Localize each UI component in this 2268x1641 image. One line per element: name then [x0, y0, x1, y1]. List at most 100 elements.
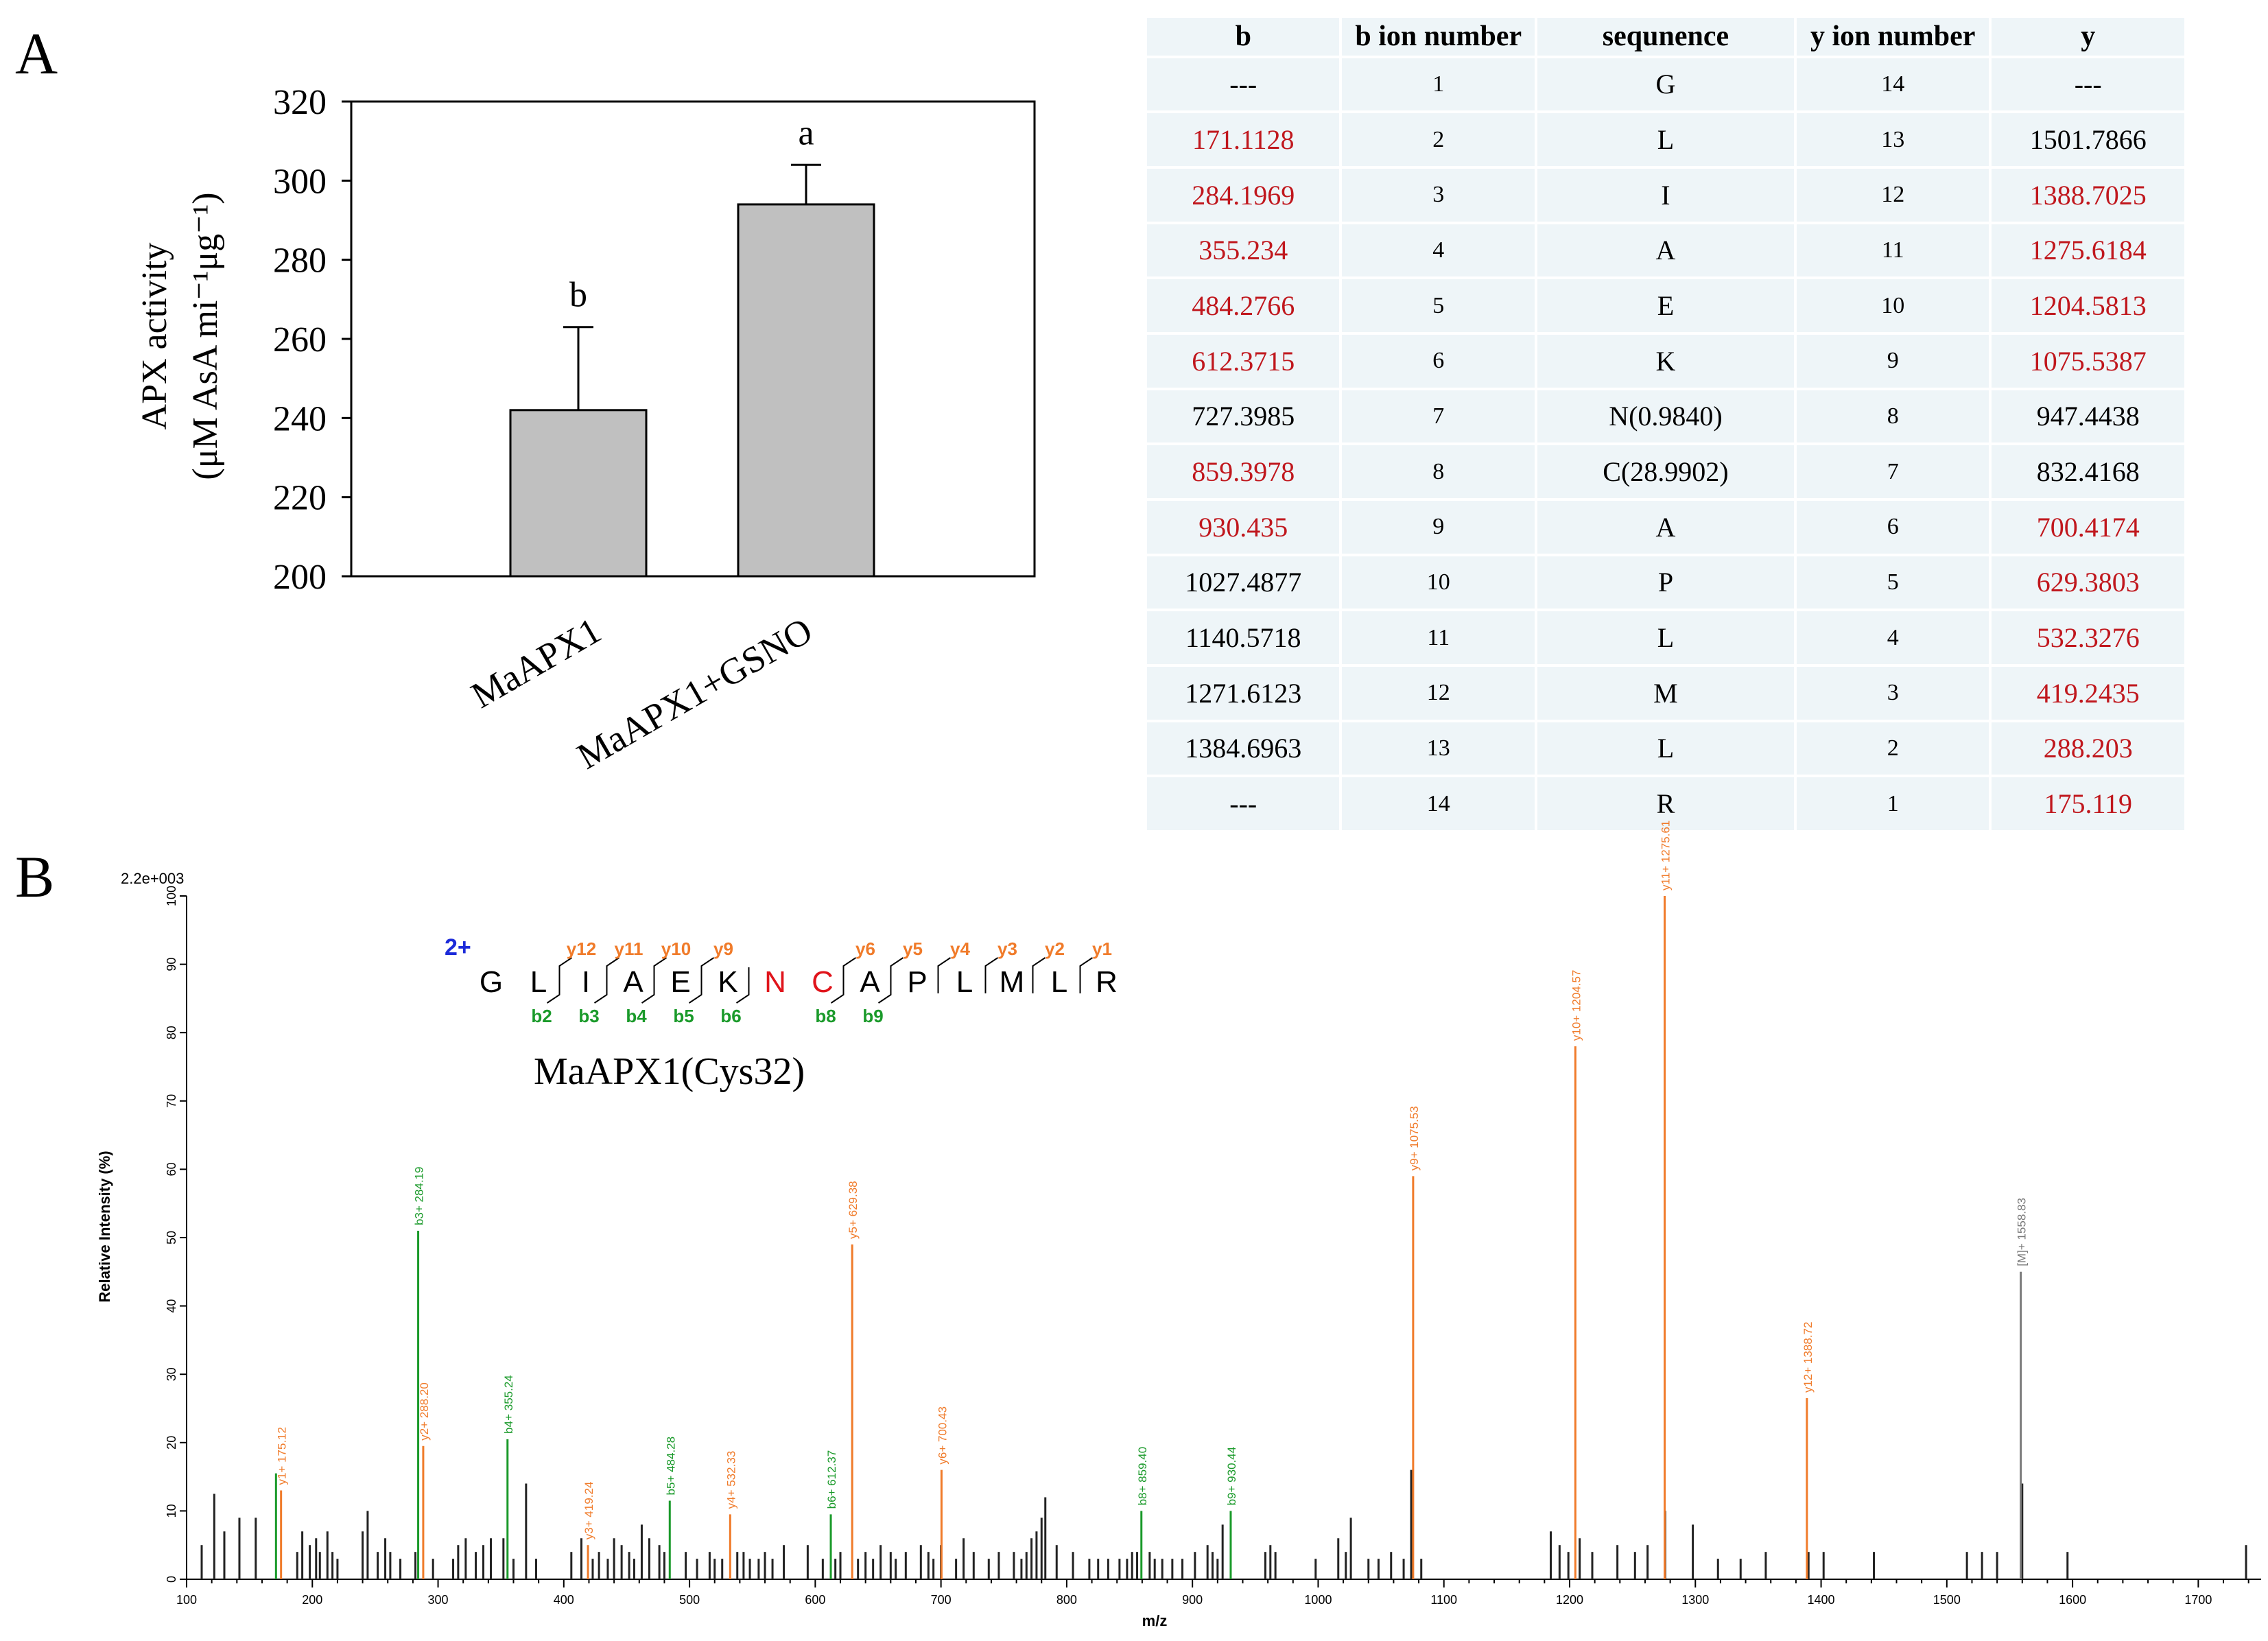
- cell-sequence: L: [1537, 722, 1794, 775]
- y-tick-label: 200: [273, 558, 327, 597]
- cell-y-ion-number: 6: [1796, 500, 1989, 554]
- b-ion-label: b3: [578, 1006, 599, 1026]
- peak-label: b6+ 612.37: [825, 1450, 838, 1509]
- y-tick-label: 90: [165, 958, 178, 971]
- peak-label: b4+ 355.24: [502, 1375, 515, 1434]
- x-tick-label: 600: [805, 1593, 825, 1607]
- cell-y: 629.3803: [1992, 556, 2184, 609]
- cell-y: 419.2435: [1992, 666, 2184, 720]
- y-tick-label: 240: [273, 399, 327, 438]
- cell-y-ion-number: 10: [1796, 279, 1989, 332]
- cell-b-ion-number: 13: [1342, 722, 1535, 775]
- cell-b: 484.2766: [1147, 279, 1340, 332]
- peak-label: y1+ 175.12: [276, 1427, 289, 1485]
- table-row: 1140.5718 11 L 4 532.3276: [1147, 611, 2184, 664]
- cell-y: ---: [1992, 58, 2184, 111]
- y-cleavage-bracket: [653, 957, 668, 993]
- significance-letter: b: [569, 276, 587, 315]
- cell-sequence: K: [1537, 334, 1794, 388]
- b-cleavage-bracket: [830, 967, 844, 1004]
- y-ion-label: y10: [661, 938, 691, 959]
- y-ion-label: y6: [855, 938, 875, 959]
- cell-sequence: M: [1537, 666, 1794, 720]
- x-tick-label: 1500: [1933, 1593, 1961, 1607]
- b-cleavage-bracket: [546, 967, 560, 1004]
- cell-b: 727.3985: [1147, 390, 1340, 443]
- panel-a-label: A: [15, 21, 58, 86]
- charge-state: 2+: [445, 934, 471, 960]
- significance-letter: a: [798, 113, 814, 152]
- peak-label: y12+ 1388.72: [1802, 1322, 1815, 1393]
- y-tick-label: 20: [165, 1436, 178, 1450]
- table-row: 859.3978 8 C(28.9902) 7 832.4168: [1147, 445, 2184, 498]
- y-tick-label: 50: [165, 1231, 178, 1244]
- x-tick-label: 100: [176, 1593, 197, 1607]
- peak-label: y4+ 532.33: [724, 1451, 737, 1509]
- cell-sequence: E: [1537, 279, 1794, 332]
- peptide-residue: E: [670, 965, 690, 999]
- cell-y: 947.4438: [1992, 390, 2184, 443]
- y-tick-label: 0: [165, 1576, 178, 1583]
- cell-b: 1140.5718: [1147, 611, 1340, 664]
- table-row: 171.1128 2 L 13 1501.7866: [1147, 113, 2184, 166]
- x-axis-label: m/z: [1142, 1612, 1168, 1629]
- table-row: --- 1 G 14 ---: [1147, 58, 2184, 111]
- y-ion-label: y3: [997, 938, 1017, 959]
- peptide-caption: MaAPX1(Cys32): [534, 1050, 805, 1093]
- cell-y: 1075.5387: [1992, 334, 2184, 388]
- cell-y-ion-number: 4: [1796, 611, 1989, 664]
- cell-b: 1027.4877: [1147, 556, 1340, 609]
- x-tick-label: 700: [931, 1593, 952, 1607]
- peptide-residue: A: [623, 965, 643, 999]
- intensity-scale-label: 2.2e+003: [121, 870, 184, 887]
- x-tick-label: 1700: [2184, 1593, 2212, 1607]
- x-tick-label: 1000: [1304, 1593, 1332, 1607]
- x-tick-label: 900: [1182, 1593, 1203, 1607]
- peptide-residue: A: [860, 965, 880, 999]
- col-header-b: b: [1147, 18, 1340, 56]
- b-cleavage-bracket: [641, 967, 655, 1004]
- y-axis-label-line2: (μM AsA mi⁻¹μg⁻¹): [186, 192, 225, 480]
- cell-b: 171.1128: [1147, 113, 1340, 166]
- cell-y-ion-number: 8: [1796, 390, 1989, 443]
- table-row: 727.3985 7 N(0.9840) 8 947.4438: [1147, 390, 2184, 443]
- panel-b-label: B: [15, 844, 55, 910]
- y-cleavage-bracket: [842, 957, 857, 993]
- y-cleavage-bracket: [1079, 957, 1094, 993]
- y-tick-label: 70: [165, 1094, 178, 1108]
- b-cleavage-bracket: [877, 967, 892, 1004]
- col-header-y: y: [1992, 18, 2184, 56]
- cell-sequence: G: [1537, 58, 1794, 111]
- peak-label: y9+ 1075.53: [1408, 1106, 1421, 1170]
- y-ion-label: y5: [903, 938, 923, 959]
- cell-sequence: A: [1537, 500, 1794, 554]
- peak-label: [M]+ 1558.83: [2016, 1198, 2029, 1266]
- x-category-label: MaAPX1: [464, 609, 608, 716]
- bar: [509, 409, 648, 578]
- y-cleavage-bracket: [606, 957, 620, 993]
- peak-label: b8+ 859.40: [1136, 1447, 1149, 1506]
- table-row: 612.3715 6 K 9 1075.5387: [1147, 334, 2184, 388]
- table-row: 1384.6963 13 L 2 288.203: [1147, 722, 2184, 775]
- cell-b: ---: [1147, 777, 1340, 830]
- y-axis-label: Relative Intensity (%): [96, 1150, 113, 1302]
- cell-b-ion-number: 12: [1342, 666, 1535, 720]
- cell-sequence: L: [1537, 611, 1794, 664]
- cell-y: 1501.7866: [1992, 113, 2184, 166]
- y-tick-label: 260: [273, 320, 327, 359]
- x-category-label: MaAPX1+GSNO: [570, 609, 819, 777]
- ion-table: b b ion number sequnence y ion number y …: [1144, 15, 2187, 833]
- peptide-residue: I: [582, 965, 590, 999]
- peak-label: b5+ 484.28: [664, 1437, 677, 1496]
- b-ion-label: b9: [862, 1006, 883, 1026]
- col-header-sequence: sequnence: [1537, 18, 1794, 56]
- peptide-residue: P: [907, 965, 927, 999]
- x-tick-label: 500: [679, 1593, 700, 1607]
- table-row: 1271.6123 12 M 3 419.2435: [1147, 666, 2184, 720]
- cell-b-ion-number: 4: [1342, 224, 1535, 277]
- cell-y-ion-number: 7: [1796, 445, 1989, 498]
- x-tick-label: 1100: [1430, 1593, 1457, 1607]
- cell-y-ion-number: 9: [1796, 334, 1989, 388]
- x-tick-label: 1400: [1808, 1593, 1835, 1607]
- y-cleavage-bracket: [890, 957, 904, 993]
